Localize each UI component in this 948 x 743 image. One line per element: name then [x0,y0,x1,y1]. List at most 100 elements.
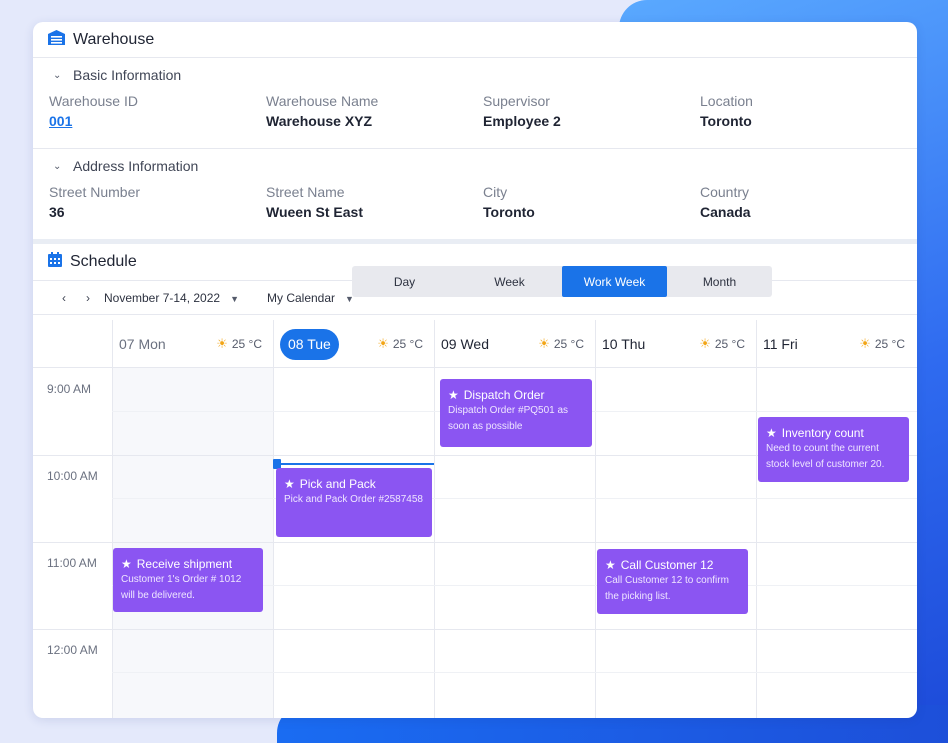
event-title-text: Call Customer 12 [620,558,714,572]
event-call-customer-12[interactable]: ★ Call Customer 12 Call Customer 12 to co… [597,549,748,614]
grid-line [33,455,917,456]
field-value: Warehouse XYZ [266,113,373,129]
grid-line [273,320,274,718]
temp-value: 25 °C [714,337,745,351]
warehouse-id-link[interactable]: 001 [49,113,73,129]
grid-line [33,542,917,543]
weather: ☀ 25 °C [859,336,905,352]
next-arrow-icon[interactable]: › [86,290,90,305]
warehouse-icon [48,29,65,50]
grid-line [756,320,757,718]
temp-value: 25 °C [392,337,423,351]
view-month-button[interactable]: Month [702,274,737,289]
sun-icon: ☀ [377,336,389,351]
event-inventory-count[interactable]: ★ Inventory count Need to count the curre… [758,417,909,482]
warehouse-card: Warehouse ⌄ Basic Information Warehouse … [33,22,917,718]
field-city: City Toronto [483,183,700,239]
field-label: Supervisor [483,93,550,109]
grid-line [33,629,917,630]
time-label: 9:00 AM [47,382,92,396]
day-label: 07 Mon [119,336,166,352]
event-receive-shipment[interactable]: ★ Receive shipment Customer 1's Order # 1… [113,548,263,612]
day-label: 10 Thu [602,336,646,352]
temp-value: 25 °C [553,337,584,351]
weather: ☀ 25 °C [538,336,584,352]
day-header-wed[interactable]: 09 Wed ☀ 25 °C [435,320,596,368]
time-label: 12:00 AM [47,643,98,657]
weather: ☀ 25 °C [216,336,262,352]
event-title: ★ Inventory count [766,426,901,440]
star-icon: ★ [284,477,295,491]
star-icon: ★ [121,557,132,571]
date-range-picker[interactable]: November 7-14, 2022 ▼ [104,291,239,305]
field-value: Employee 2 [483,113,561,129]
field-label: Street Number [49,184,141,200]
field-label: Warehouse ID [49,93,138,109]
field-label: Location [700,93,753,109]
day-header-thu[interactable]: 10 Thu ☀ 25 °C [596,320,757,368]
basic-info-fields: Warehouse ID 001 Warehouse Name Warehous… [33,92,917,148]
prev-arrow-icon[interactable]: ‹ [62,290,66,305]
day-label: 11 Fri [763,336,798,352]
field-warehouse-name: Warehouse Name Warehouse XYZ [266,92,483,148]
field-warehouse-id: Warehouse ID 001 [49,92,266,148]
work-week-calendar: 07 Mon ☀ 25 °C 08 Tue ☀ 25 °C 09 Wed ☀ 25 °… [33,320,917,718]
field-value: Toronto [700,113,752,129]
calendar-icon [48,252,62,272]
grid-line [434,320,435,718]
basic-info-heading: Basic Information [73,67,182,83]
day-header-row: 07 Mon ☀ 25 °C 08 Tue ☀ 25 °C 09 Wed ☀ 25 °… [33,320,917,368]
field-country: Country Canada [700,183,917,239]
current-time-marker [273,459,281,469]
view-work-week-button[interactable]: Work Week [562,266,667,297]
event-title: ★ Receive shipment [121,557,255,571]
event-title-text: Receive shipment [136,557,233,571]
event-title: ★ Pick and Pack [284,477,424,491]
day-header-fri[interactable]: 11 Fri ☀ 25 °C [757,320,917,368]
date-range-label: November 7-14, 2022 [104,290,221,305]
event-dispatch-order[interactable]: ★ Dispatch Order Dispatch Order #PQ501 as… [440,379,592,447]
event-pick-and-pack[interactable]: ★ Pick and Pack Pick and Pack Order #2587… [276,468,432,537]
event-title: ★ Call Customer 12 [605,558,740,572]
day-header-mon[interactable]: 07 Mon ☀ 25 °C [113,320,274,368]
view-switcher: Day Week Work Week Month [352,266,772,297]
weather: ☀ 25 °C [377,336,423,352]
field-label: Country [700,184,750,200]
view-week-button[interactable]: Week [494,274,525,289]
chevron-down-icon: ⌄ [53,160,62,172]
event-desc: Customer 1's Order # 1012 will be delive… [121,574,242,601]
address-info-toggle[interactable]: ⌄ Address Information [33,149,917,183]
field-supervisor: Supervisor Employee 2 [483,92,700,148]
schedule-header: Schedule [33,244,917,280]
caret-down-icon: ▼ [345,293,354,304]
basic-info-toggle[interactable]: ⌄ Basic Information [33,58,917,92]
address-info-fields: Street Number 36 Street Name Wueen St Ea… [33,183,917,239]
time-label: 11:00 AM [47,556,97,570]
grid-line [112,672,917,673]
sun-icon: ☀ [859,336,871,351]
field-label: Street Name [266,184,345,200]
field-value: 36 [49,204,65,220]
field-street-name: Street Name Wueen St East [266,183,483,239]
view-day-button[interactable]: Day [393,274,416,289]
grid-line [112,585,917,586]
field-value: Canada [700,204,751,220]
caret-down-icon: ▼ [230,293,239,304]
chevron-down-icon: ⌄ [53,69,62,81]
divider [33,148,917,149]
calendar-select-label: My Calendar [267,290,336,305]
sun-icon: ☀ [538,336,550,351]
calendar-select[interactable]: My Calendar ▼ [267,291,354,305]
sun-icon: ☀ [699,336,711,351]
day-header-tue[interactable]: 08 Tue ☀ 25 °C [274,320,435,368]
field-label: Warehouse Name [266,93,379,109]
event-title-text: Pick and Pack [299,477,376,491]
field-label: City [483,184,508,200]
field-value: Toronto [483,204,535,220]
day-column-mon [113,368,273,718]
star-icon: ★ [605,558,616,572]
field-location: Location Toronto [700,92,917,148]
event-title: ★ Dispatch Order [448,388,584,402]
page-title: Warehouse [73,30,155,48]
time-label: 10:00 AM [47,469,98,483]
